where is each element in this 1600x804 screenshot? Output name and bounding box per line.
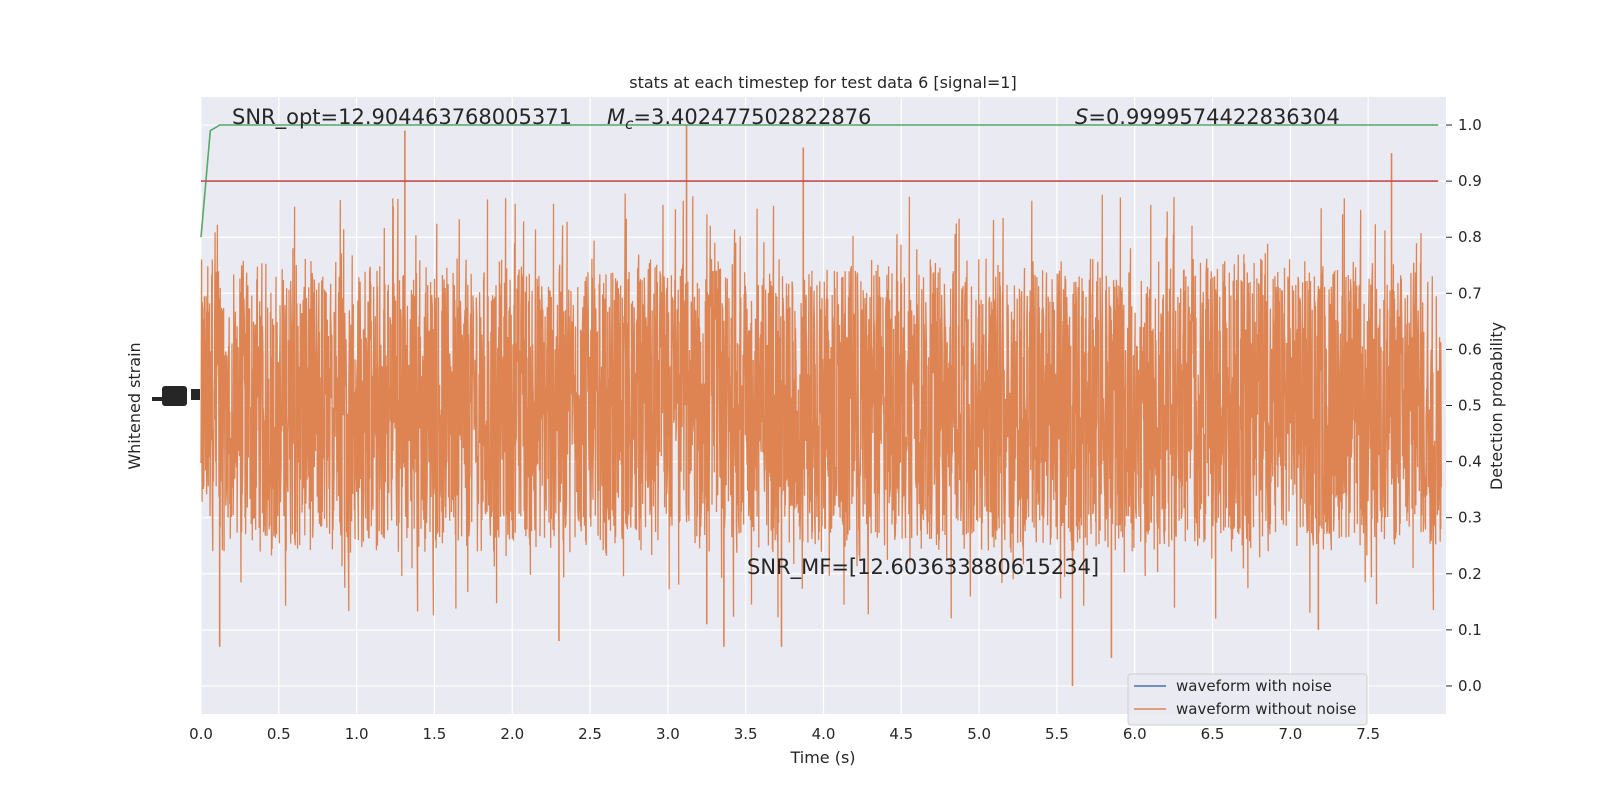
x-axis-ticks: 0.0 0.5 1.0 1.5 2.0 2.5 3.0 3.5 4.0 4.5 5.0 5.5 6.0 6… <box>189 725 1380 743</box>
annotation-s: S=0.9999574422836304 <box>1075 105 1340 129</box>
chart-title: stats at each timestep for test data 6 [… <box>629 73 1016 92</box>
x-tick-label: 6.0 <box>1123 725 1147 743</box>
x-tick-label: 2.0 <box>500 725 524 743</box>
chirp-mass-symbol: M <box>607 105 625 129</box>
x-tick-label: 4.0 <box>812 725 836 743</box>
y-tick-label: 0.3 <box>1458 509 1482 527</box>
x-tick-label: 5.0 <box>967 725 991 743</box>
y-right-axis-ticks: 0.0 0.1 0.2 0.3 0.4 0.5 0.6 0.7 0.8 0.9 1.0 <box>1446 116 1482 695</box>
s-symbol: S <box>1075 105 1088 129</box>
y-left-axis-label: Whitened strain <box>125 342 144 469</box>
y-tick-label: 0.1 <box>1458 621 1482 639</box>
x-tick-label: 0.0 <box>189 725 213 743</box>
y-tick-label: 0.4 <box>1458 453 1482 471</box>
y-right-axis-label: Detection probability <box>1487 322 1506 490</box>
annotation-snr-opt: SNR_opt=12.904463768005371 <box>232 105 572 130</box>
y-tick-label: 0.6 <box>1458 340 1482 358</box>
left-axis-ticks <box>152 386 200 406</box>
left-tick-glitch <box>162 386 187 406</box>
legend-label-without-noise: waveform without noise <box>1176 700 1356 718</box>
s-value: =0.9999574422836304 <box>1088 105 1339 129</box>
y-tick-label: 0.5 <box>1458 397 1482 415</box>
left-tick-glitch <box>152 397 168 401</box>
y-tick-label: 1.0 <box>1458 116 1482 134</box>
y-tick-label: 0.9 <box>1458 172 1482 190</box>
x-tick-label: 2.5 <box>578 725 602 743</box>
chirp-mass-subscript: c <box>625 115 634 133</box>
x-tick-label: 4.5 <box>889 725 913 743</box>
y-tick-label: 0.7 <box>1458 284 1482 302</box>
annotation-chirp-mass: Mc=3.402477502822876 <box>607 105 871 133</box>
chirp-mass-value: =3.402477502822876 <box>633 105 871 129</box>
series-waveform-without-noise <box>200 125 1442 686</box>
x-tick-label: 3.0 <box>656 725 680 743</box>
detection-probability-line <box>200 124 1439 238</box>
x-tick-label: 7.0 <box>1278 725 1302 743</box>
legend: waveform with noise waveform without noi… <box>1127 673 1368 726</box>
left-tick-glitch <box>191 389 200 400</box>
legend-label-with-noise: waveform with noise <box>1176 677 1332 695</box>
waveform-without-noise-line <box>200 193 1442 619</box>
y-tick-label: 0.0 <box>1458 677 1482 695</box>
y-tick-label: 0.8 <box>1458 228 1482 246</box>
legend-box <box>1127 673 1368 726</box>
x-tick-label: 0.5 <box>267 725 291 743</box>
x-tick-label: 1.5 <box>423 725 447 743</box>
x-tick-label: 3.5 <box>734 725 758 743</box>
x-axis-label: Time (s) <box>789 748 855 767</box>
x-tick-label: 6.5 <box>1201 725 1225 743</box>
series-lines <box>200 124 1439 238</box>
y-tick-label: 0.2 <box>1458 565 1482 583</box>
annotation-snr-mf: SNR_MF=[12.603633880615234] <box>747 555 1099 580</box>
x-tick-label: 7.5 <box>1356 725 1380 743</box>
x-tick-label: 1.0 <box>345 725 369 743</box>
x-tick-label: 5.5 <box>1045 725 1069 743</box>
